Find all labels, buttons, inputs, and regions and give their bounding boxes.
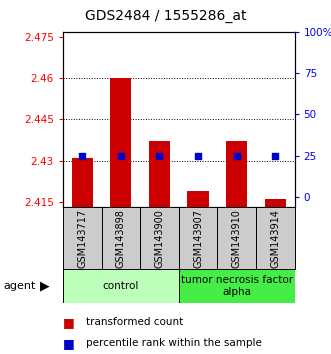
Text: GSM143898: GSM143898 [116, 209, 126, 268]
Point [79, 153, 85, 158]
Text: tumor necrosis factor
alpha: tumor necrosis factor alpha [181, 275, 293, 297]
Bar [187, 191, 209, 207]
Text: agent: agent [3, 281, 36, 291]
Point [234, 153, 239, 158]
Text: ■: ■ [63, 316, 74, 329]
Text: GSM143914: GSM143914 [270, 209, 280, 268]
FancyBboxPatch shape [217, 207, 256, 269]
Text: GSM143900: GSM143900 [155, 209, 165, 268]
Text: ▶: ▶ [40, 279, 50, 292]
FancyBboxPatch shape [140, 207, 179, 269]
Bar [226, 141, 247, 207]
FancyBboxPatch shape [256, 207, 295, 269]
Point [157, 153, 162, 158]
Text: control: control [103, 281, 139, 291]
Text: percentile rank within the sample: percentile rank within the sample [86, 338, 262, 348]
Text: GDS2484 / 1555286_at: GDS2484 / 1555286_at [85, 9, 246, 23]
Bar [149, 141, 170, 207]
Point [273, 153, 278, 158]
FancyBboxPatch shape [63, 269, 179, 303]
Text: GSM143910: GSM143910 [232, 209, 242, 268]
FancyBboxPatch shape [179, 207, 217, 269]
Bar [265, 199, 286, 207]
Bar [110, 78, 131, 207]
Bar [71, 158, 93, 207]
Text: transformed count: transformed count [86, 317, 183, 327]
Text: ■: ■ [63, 337, 74, 350]
FancyBboxPatch shape [179, 269, 295, 303]
Text: GSM143717: GSM143717 [77, 209, 87, 268]
Point [118, 153, 123, 158]
Point [195, 153, 201, 158]
FancyBboxPatch shape [102, 207, 140, 269]
FancyBboxPatch shape [63, 207, 102, 269]
Text: GSM143907: GSM143907 [193, 209, 203, 268]
